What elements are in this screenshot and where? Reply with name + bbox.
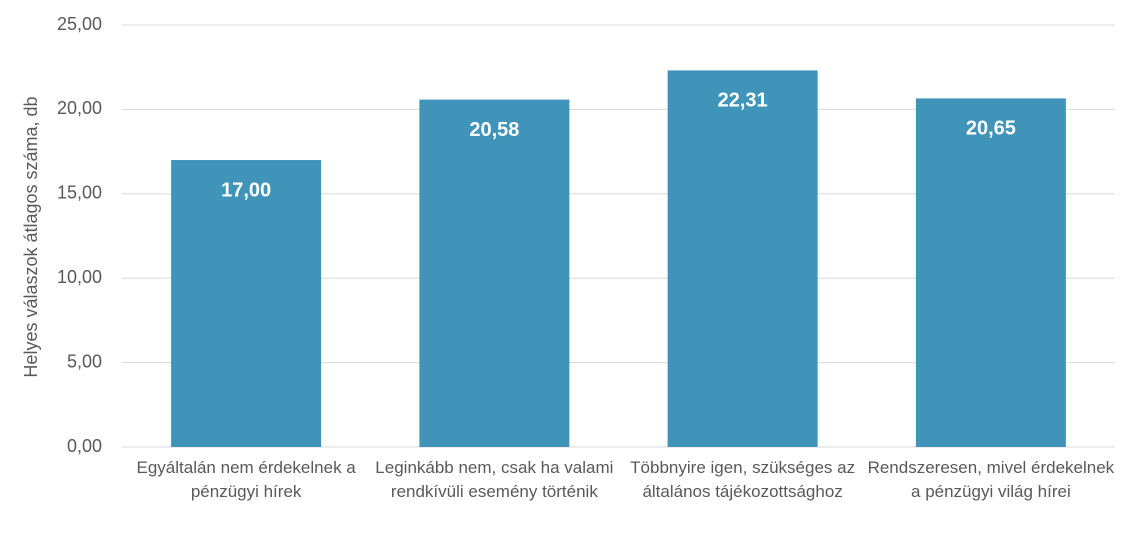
- x-tick-label: Leginkább nem, csak ha valami rendkívüli…: [375, 458, 614, 501]
- x-tick-label-box: Leginkább nem, csak ha valami rendkívüli…: [375, 458, 614, 501]
- y-tick-label: 25,00: [57, 14, 102, 34]
- x-tick-label: Egyáltalán nem érdekelnek a pénzügyi hír…: [136, 458, 356, 501]
- bar: [419, 99, 570, 448]
- x-tick-label: Többnyire igen, szükséges az általános t…: [630, 458, 856, 501]
- value-label: 17,00: [221, 179, 271, 201]
- y-tick-label: 10,00: [57, 267, 102, 287]
- bar: [667, 70, 818, 448]
- x-tick-label: Rendszeresen, mivel érdekelnek a pénzügy…: [867, 458, 1115, 501]
- value-label: 22,31: [718, 90, 768, 112]
- y-axis-title: Helyes válaszok átlagos száma, db: [21, 96, 41, 377]
- bar: [915, 98, 1066, 447]
- y-tick-label: 20,00: [57, 98, 102, 118]
- value-label: 20,65: [966, 118, 1016, 140]
- y-tick-label: 0,00: [67, 436, 102, 456]
- bar: [171, 160, 322, 448]
- x-tick-label-box: Többnyire igen, szükséges az általános t…: [630, 458, 856, 501]
- x-tick-label-box: Rendszeresen, mivel érdekelnek a pénzügy…: [867, 458, 1115, 501]
- value-label: 20,58: [469, 119, 519, 141]
- y-tick-label: 5,00: [67, 351, 102, 371]
- x-tick-label-box: Egyáltalán nem érdekelnek a pénzügyi hír…: [136, 458, 356, 501]
- y-tick-label: 15,00: [57, 183, 102, 203]
